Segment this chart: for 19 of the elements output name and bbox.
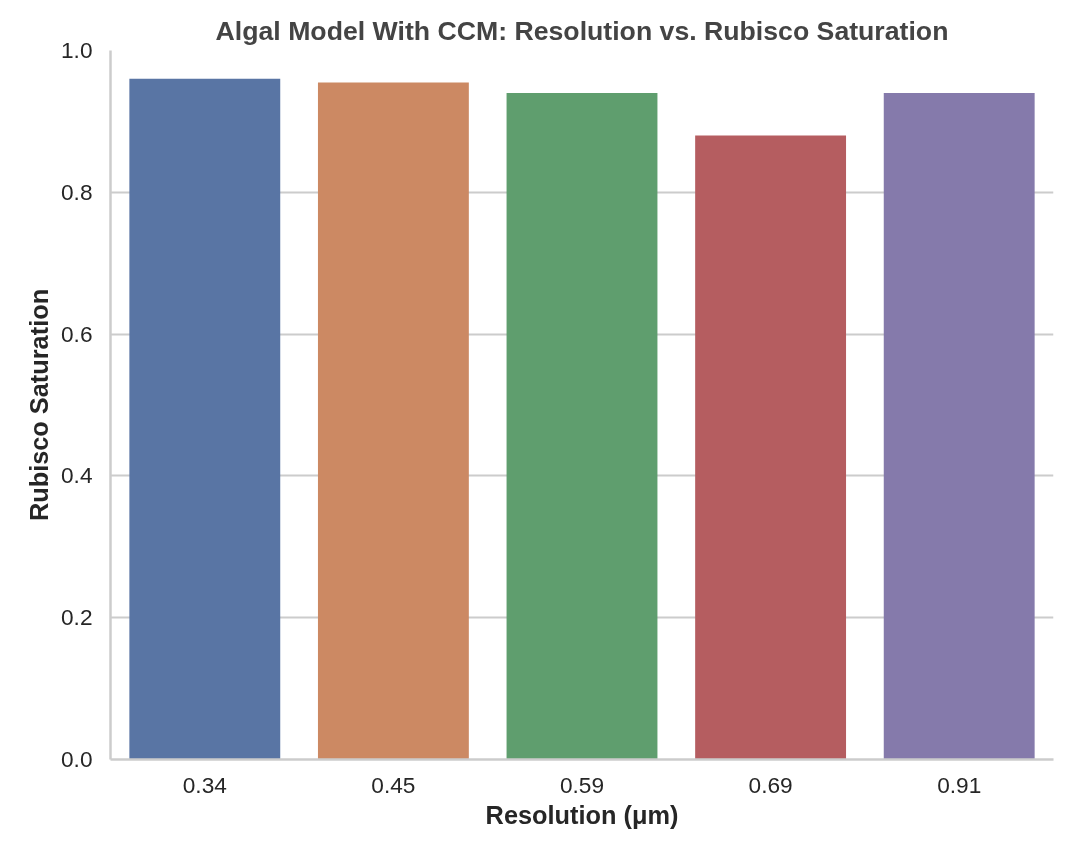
bar	[317, 82, 469, 760]
chart-title: Algal Model With CCM: Resolution vs. Rubisco Saturation	[215, 15, 949, 46]
y-tick-label: 0.6	[61, 320, 93, 347]
bar	[129, 78, 281, 760]
y-axis-title: Rubisco Saturation	[25, 288, 53, 522]
x-tick-label: 0.59	[559, 771, 605, 798]
x-tick-label: 0.91	[937, 771, 982, 798]
x-tick-label: 0.45	[371, 771, 416, 798]
bar	[695, 135, 847, 760]
y-tick-label: 0.2	[61, 604, 93, 631]
y-tick-label: 0.8	[61, 178, 93, 205]
y-tick-label: 1.0	[61, 37, 93, 63]
bar	[506, 93, 658, 760]
x-tick-label: 0.34	[182, 771, 227, 798]
y-tick-label: 0.0	[61, 746, 93, 772]
x-tick-label: 0.69	[748, 771, 793, 798]
y-tick-label: 0.4	[61, 462, 93, 489]
x-axis-title: Resolution (μm)	[485, 800, 679, 829]
bar	[883, 93, 1035, 760]
